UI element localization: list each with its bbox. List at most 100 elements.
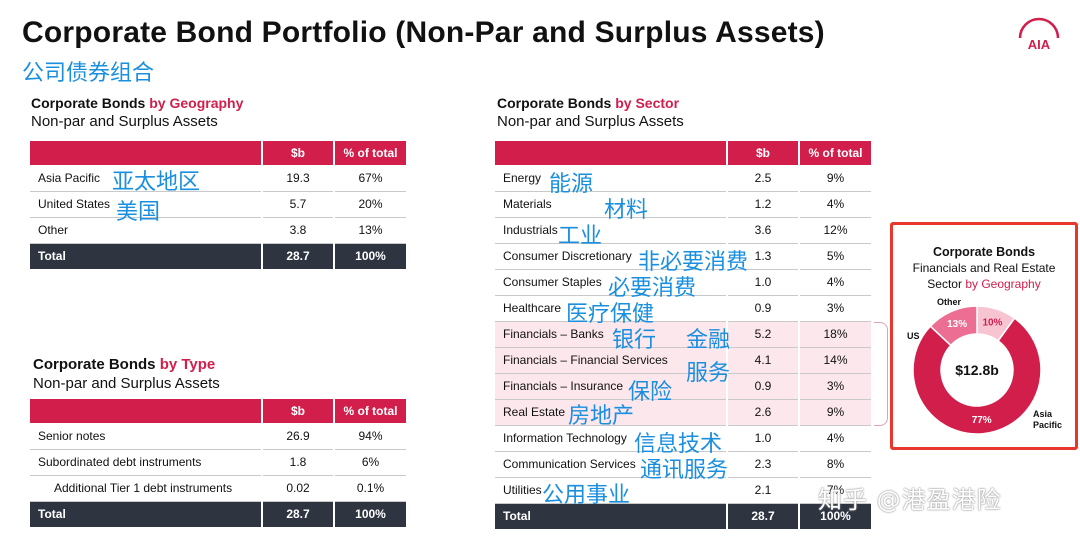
total-row: Total 28.7 100% <box>30 501 406 527</box>
donut-chart: $12.8b 10% 13% 77% Other US Asia Pacific <box>907 297 1062 435</box>
annotation-cn: 亚太地区 <box>112 170 201 195</box>
donut-title-line2: Financials and Real Estate <box>912 261 1056 275</box>
table-row: Asia Pacific 19.3 67% <box>30 165 406 192</box>
row-label: Additional Tier 1 debt instruments <box>30 475 262 502</box>
row-pct: 13% <box>333 217 406 244</box>
geography-table: $b % of total Asia Pacific 19.3 67% Unit… <box>30 141 406 269</box>
row-pct: 4% <box>798 269 871 296</box>
row-b: 3.8 <box>261 217 334 244</box>
row-b: 2.1 <box>726 477 799 504</box>
row-label: Financials – Financial Services <box>495 347 727 374</box>
row-pct: 0.1% <box>333 475 406 502</box>
total-label: Total <box>495 503 727 529</box>
row-pct: 3% <box>798 373 871 400</box>
annotation-cn: 公用事业 <box>542 483 631 508</box>
table-row: Financials – Banks 5.2 18% <box>495 321 871 348</box>
row-b: 1.3 <box>726 243 799 270</box>
annotation-cn: 能源 <box>549 172 594 197</box>
row-pct: 12% <box>798 217 871 244</box>
row-label: United States <box>30 191 262 218</box>
annotation-cn: 房地产 <box>568 404 635 429</box>
row-label: Subordinated debt instruments <box>30 449 262 476</box>
table-row: Utilities 2.1 7% <box>495 477 871 504</box>
donut-segment-asia-pacific <box>912 317 1042 435</box>
column-header-b: $b <box>261 141 334 165</box>
row-pct: 14% <box>798 347 871 374</box>
watermark: 知乎 @港盈港险 <box>818 486 1002 514</box>
geography-heading: Corporate Bonds by Geography <box>31 95 244 111</box>
row-label: Consumer Discretionary <box>495 243 727 270</box>
total-row: Total 28.7 100% <box>495 503 871 529</box>
column-header-pct: % of total <box>333 141 406 165</box>
donut-segments <box>912 305 1042 435</box>
total-b: 28.7 <box>726 503 799 529</box>
row-b: 2.3 <box>726 451 799 478</box>
annotation-cn-financials: 金融 <box>686 328 731 353</box>
table-row: Information Technology 1.0 4% <box>495 425 871 452</box>
row-label: Utilities <box>495 477 727 504</box>
table-row: Other 3.8 13% <box>30 217 406 244</box>
row-pct: 18% <box>798 321 871 348</box>
table-row: Consumer Staples 1.0 4% <box>495 269 871 296</box>
row-pct: 20% <box>333 191 406 218</box>
row-b: 3.6 <box>726 217 799 244</box>
logo-text: AIA <box>1028 37 1051 52</box>
row-label: Financials – Banks <box>495 321 727 348</box>
column-header-pct: % of total <box>333 399 406 423</box>
row-label: Other <box>30 217 262 244</box>
total-pct: 100% <box>333 243 406 269</box>
financials-bracket <box>874 322 888 426</box>
row-pct: 9% <box>798 165 871 192</box>
total-label: Total <box>30 501 262 527</box>
annotation-cn: 信息技术 <box>634 432 723 457</box>
row-b: 0.9 <box>726 373 799 400</box>
annotation-cn: 美国 <box>116 200 161 225</box>
row-b: 1.2 <box>726 191 799 218</box>
page-subtitle-cn: 公司债券组合 <box>22 61 155 86</box>
segment-label-asia-pct: 77% <box>972 415 992 426</box>
donut-chart-panel: Corporate Bonds Financials and Real Esta… <box>890 222 1078 450</box>
row-pct: 5% <box>798 243 871 270</box>
annotation-cn: 必要消费 <box>608 276 697 301</box>
sector-subheading: Non-par and Surplus Assets <box>497 113 684 130</box>
table-row: Consumer Discretionary 1.3 5% <box>495 243 871 270</box>
table-row: Healthcare 0.9 3% <box>495 295 871 322</box>
total-label: Total <box>30 243 262 269</box>
annotation-cn: 银行 <box>612 328 657 353</box>
row-b: 2.6 <box>726 399 799 426</box>
donut-segment-us <box>929 305 978 347</box>
table-row: Industrials 3.6 12% <box>495 217 871 244</box>
segment-label-us-pct: 13% <box>947 319 967 330</box>
table-row: Subordinated debt instruments 1.8 6% <box>30 449 406 476</box>
row-b: 2.5 <box>726 165 799 192</box>
column-header-b: $b <box>261 399 334 423</box>
type-subheading: Non-par and Surplus Assets <box>33 375 220 392</box>
type-heading: Corporate Bonds by Type <box>33 356 216 373</box>
row-label: Healthcare <box>495 295 727 322</box>
annotation-cn: 非必要消费 <box>638 250 749 275</box>
row-pct: 4% <box>798 191 871 218</box>
total-b: 28.7 <box>261 243 334 269</box>
table-row: United States 5.7 20% <box>30 191 406 218</box>
column-header-label <box>30 141 262 165</box>
page-title: Corporate Bond Portfolio (Non-Par and Su… <box>22 16 825 49</box>
segment-name-us: US <box>907 331 920 341</box>
donut-title-line3: Sector by Geography <box>927 277 1041 291</box>
row-pct: 94% <box>333 423 406 450</box>
annotation-cn: 工业 <box>558 224 603 249</box>
sector-heading: Corporate Bonds by Sector <box>497 95 680 111</box>
table-row: Financials – Financial Services 4.1 14% <box>495 347 871 374</box>
table-row: Materials 1.2 4% <box>495 191 871 218</box>
row-label: Information Technology <box>495 425 727 452</box>
row-b: 4.1 <box>726 347 799 374</box>
column-header-b: $b <box>726 141 799 165</box>
row-b: 5.2 <box>726 321 799 348</box>
total-row: Total 28.7 100% <box>30 243 406 269</box>
row-label: Senior notes <box>30 423 262 450</box>
annotation-cn: 保险 <box>628 380 673 405</box>
annotation-cn-services: 服务 <box>686 361 731 386</box>
row-b: 0.9 <box>726 295 799 322</box>
row-label: Materials <box>495 191 727 218</box>
segment-label-other-pct: 10% <box>982 317 1002 328</box>
total-pct: 100% <box>333 501 406 527</box>
